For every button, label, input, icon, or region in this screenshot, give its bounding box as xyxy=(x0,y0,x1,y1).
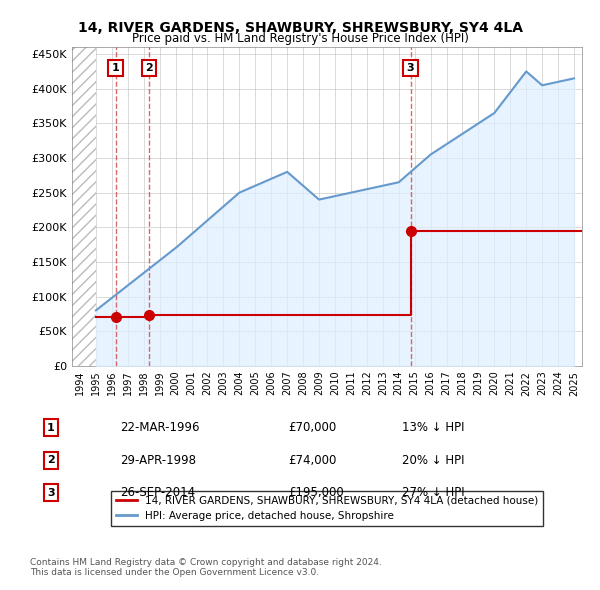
Text: 2: 2 xyxy=(47,455,55,465)
Text: 20% ↓ HPI: 20% ↓ HPI xyxy=(402,454,464,467)
Bar xyxy=(72,47,96,366)
Text: 1: 1 xyxy=(47,423,55,432)
Text: Contains HM Land Registry data © Crown copyright and database right 2024.
This d: Contains HM Land Registry data © Crown c… xyxy=(30,558,382,577)
Text: 2: 2 xyxy=(145,63,153,73)
Text: 26-SEP-2014: 26-SEP-2014 xyxy=(120,486,195,499)
Legend: 14, RIVER GARDENS, SHAWBURY, SHREWSBURY, SY4 4LA (detached house), HPI: Average : 14, RIVER GARDENS, SHAWBURY, SHREWSBURY,… xyxy=(110,491,544,526)
Text: 1: 1 xyxy=(112,63,119,73)
Text: 3: 3 xyxy=(407,63,415,73)
Text: £70,000: £70,000 xyxy=(288,421,336,434)
Text: 14, RIVER GARDENS, SHAWBURY, SHREWSBURY, SY4 4LA: 14, RIVER GARDENS, SHAWBURY, SHREWSBURY,… xyxy=(77,21,523,35)
Text: 29-APR-1998: 29-APR-1998 xyxy=(120,454,196,467)
Text: £195,000: £195,000 xyxy=(288,486,344,499)
Text: 3: 3 xyxy=(47,488,55,497)
Text: 22-MAR-1996: 22-MAR-1996 xyxy=(120,421,199,434)
Text: 27% ↓ HPI: 27% ↓ HPI xyxy=(402,486,464,499)
Text: £74,000: £74,000 xyxy=(288,454,337,467)
Text: 13% ↓ HPI: 13% ↓ HPI xyxy=(402,421,464,434)
Text: Price paid vs. HM Land Registry's House Price Index (HPI): Price paid vs. HM Land Registry's House … xyxy=(131,32,469,45)
